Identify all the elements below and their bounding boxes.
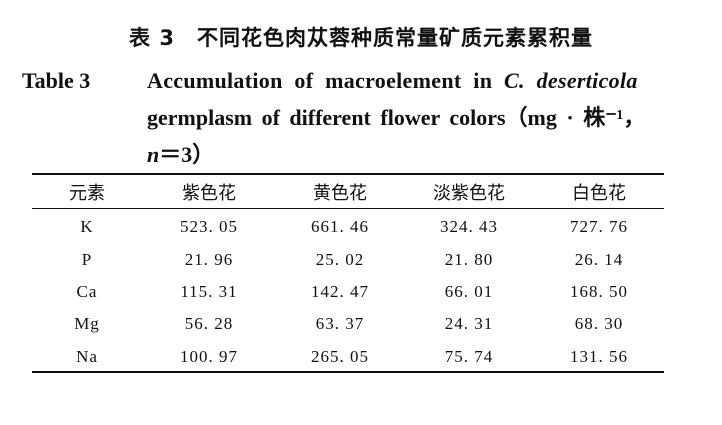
table-top-rule [32, 173, 664, 175]
cell-value: 24. 31 [444, 314, 494, 334]
cell-value: 131. 56 [570, 346, 628, 366]
table-row: P 21. 96 25. 02 21. 80 26. 14 [32, 243, 664, 275]
table-title-zh-text: 不同花色肉苁蓉种质常量矿质元素累积量 [196, 26, 593, 50]
cell-value: 168. 50 [570, 281, 628, 301]
caption-line-1: Accumulation of macroelement in C. deser… [147, 62, 702, 99]
table-label-en: Table 3 [22, 68, 91, 93]
cell-value: 661. 46 [311, 217, 369, 237]
data-table: 元素 紫色花 黄色花 淡紫色花 白色花 K 523. 05 661. 46 32… [32, 176, 664, 373]
cell-value: 56. 28 [184, 314, 234, 334]
header-element: 元素 [69, 183, 105, 204]
table-row: Mg 56. 28 63. 37 24. 31 68. 30 [32, 308, 664, 340]
table-bottom-rule [32, 371, 664, 373]
table-caption-text: Accumulation of macroelement in C. deser… [147, 62, 702, 173]
sample-size-symbol: n [147, 142, 160, 167]
cell-value: 115. 31 [180, 281, 238, 301]
table-number-zh: 表 3 [129, 26, 175, 50]
table-row: K 523. 05 661. 46 324. 43 727. 76 [32, 208, 664, 243]
cell-value: 21. 80 [444, 249, 494, 269]
cell-value: 25. 02 [315, 249, 365, 269]
cell-element: Ca [76, 281, 98, 301]
cell-value: 66. 01 [444, 281, 494, 301]
cell-value: 523. 05 [180, 217, 238, 237]
cell-value: 727. 76 [570, 217, 628, 237]
caption-line-1-text: Accumulation of macroelement in [147, 68, 505, 93]
cell-value: 265. 05 [311, 346, 369, 366]
cell-value: 21. 96 [184, 249, 234, 269]
cell-value: 63. 37 [315, 314, 365, 334]
cell-value: 324. 43 [440, 217, 498, 237]
sample-size-value: ＝3） [159, 142, 215, 167]
table-row: Na 100. 97 265. 05 75. 74 131. 56 [32, 341, 664, 373]
cell-value: 68. 30 [574, 314, 624, 334]
cell-element: Na [76, 346, 98, 366]
cell-element: P [81, 249, 93, 269]
table-row: Ca 115. 31 142. 47 66. 01 168. 50 [32, 276, 664, 308]
header-purple-flower: 紫色花 [182, 183, 236, 204]
cell-value: 142. 47 [311, 281, 369, 301]
table-title-zh: 表 3 不同花色肉苁蓉种质常量矿质元素累积量 [0, 22, 722, 52]
cell-value: 100. 97 [180, 346, 238, 366]
cell-element: Mg [74, 314, 100, 334]
header-light-purple-flower: 淡紫色花 [433, 183, 505, 204]
header-yellow-flower: 黄色花 [313, 183, 367, 204]
caption-line-2: germplasm of different flower colors（mg … [147, 105, 646, 130]
cell-element: K [80, 217, 94, 237]
caption-line-3: n＝3） [147, 136, 702, 173]
cell-value: 75. 74 [444, 346, 494, 366]
table-header-rule [32, 208, 664, 209]
cell-value: 26. 14 [574, 249, 624, 269]
header-white-flower: 白色花 [572, 183, 626, 204]
species-name: C. deserticola [504, 68, 638, 93]
table-header-row: 元素 紫色花 黄色花 淡紫色花 白色花 [32, 176, 664, 208]
